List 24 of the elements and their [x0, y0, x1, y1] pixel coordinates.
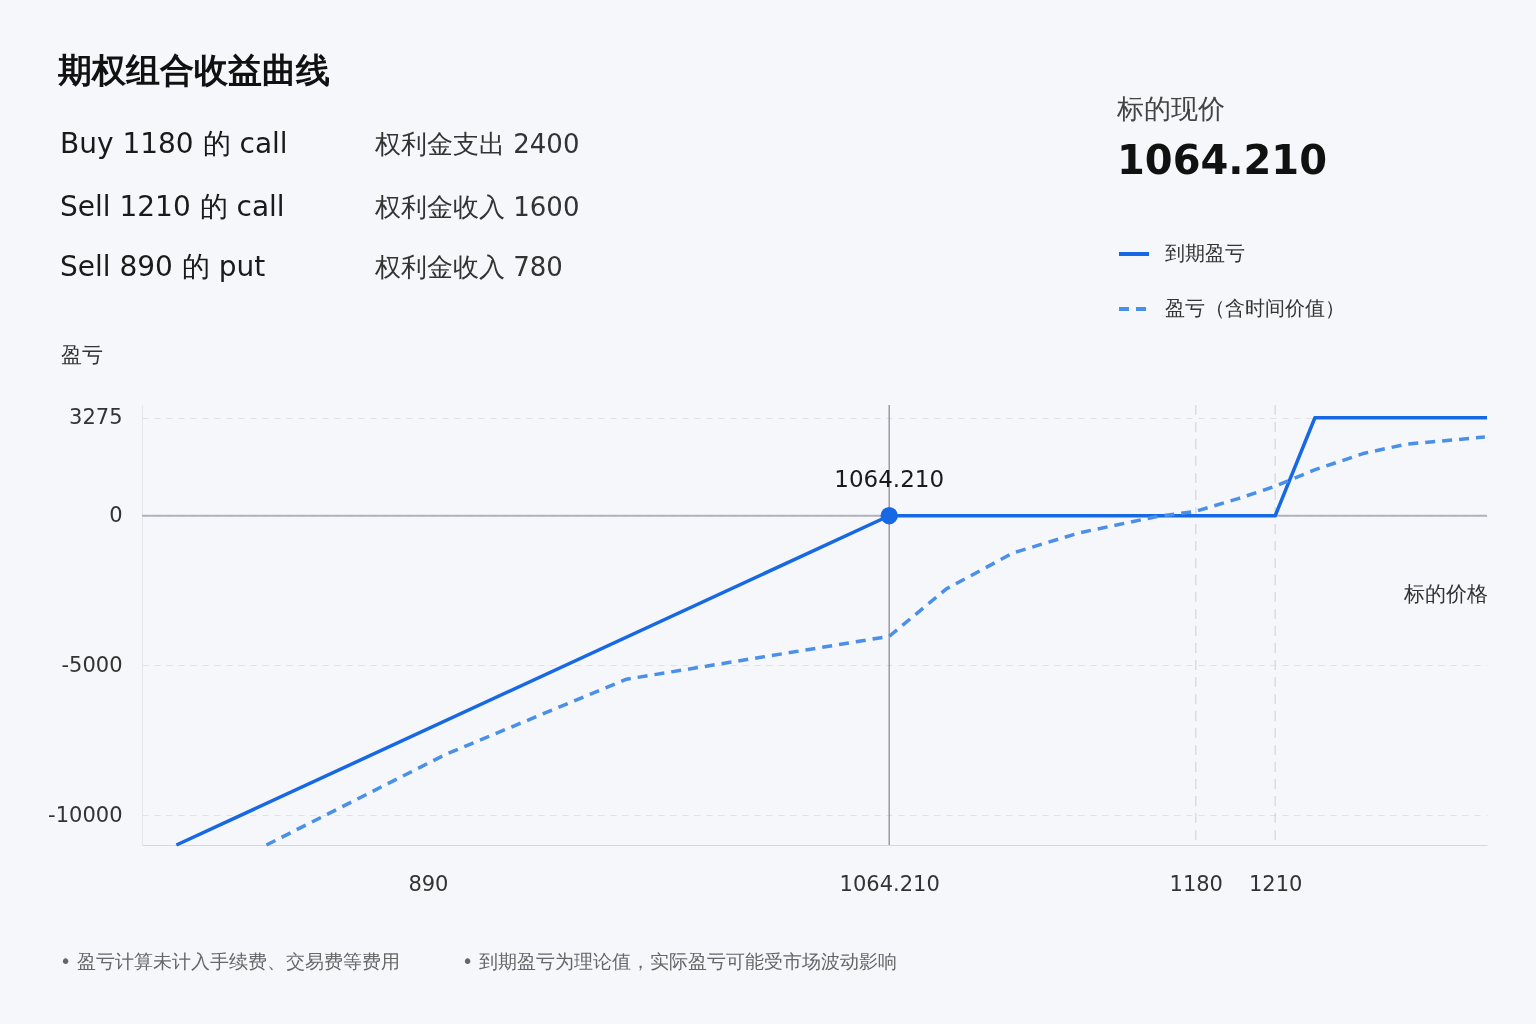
- y-tick-label: -5000: [61, 652, 123, 677]
- y-tick-label: 0: [109, 503, 123, 528]
- text: 1064.210: [1117, 137, 1328, 183]
- x-tick-label: 1064.210: [839, 871, 940, 896]
- text: 权利金支出 2400: [374, 129, 580, 159]
- legend-label: 盈亏（含时间价值）: [1165, 296, 1345, 320]
- text: Buy 1180 的 call: [60, 127, 288, 160]
- x-tick-label: 1210: [1248, 871, 1303, 896]
- legend-label: 到期盈亏: [1165, 241, 1245, 265]
- text: Sell 890 的 put: [60, 250, 266, 283]
- y-tick-label: -10000: [48, 802, 123, 827]
- x-axis-title: 标的价格: [1402, 581, 1488, 606]
- x-tick-label: 1180: [1169, 871, 1223, 896]
- y-tick-label: 3275: [69, 405, 123, 430]
- text: 标的现价: [1116, 93, 1225, 124]
- text: 权利金收入 1600: [374, 192, 580, 222]
- y-axis-title: 盈亏: [60, 342, 103, 367]
- x-tick-label: 890: [408, 871, 449, 896]
- text: • 到期盈亏为理论值，实际盈亏可能受市场波动影响: [462, 950, 898, 972]
- annotation: 1064.210: [834, 465, 945, 492]
- text: • 盈亏计算未计入手续费、交易费等费用: [60, 950, 401, 972]
- chart-title: 期权组合收益曲线: [57, 50, 330, 90]
- text: Sell 1210 的 call: [60, 190, 285, 223]
- text: 权利金收入 780: [374, 252, 563, 282]
